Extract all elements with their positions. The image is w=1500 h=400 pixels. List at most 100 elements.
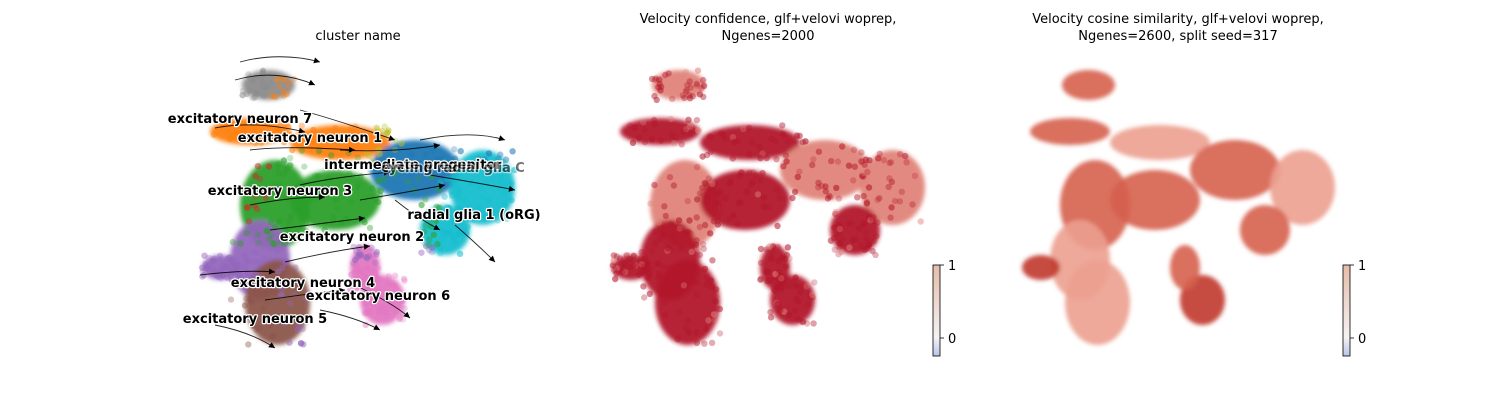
cluster-point bbox=[260, 305, 267, 312]
cluster-point bbox=[205, 262, 212, 269]
cluster-point bbox=[353, 248, 360, 255]
confidence-point bbox=[653, 238, 660, 245]
cluster-point bbox=[254, 231, 262, 238]
confidence-point bbox=[718, 130, 725, 137]
cluster-point bbox=[252, 193, 259, 200]
cluster-point bbox=[346, 170, 353, 178]
cluster-point bbox=[461, 211, 469, 218]
confidence-point bbox=[760, 194, 768, 201]
cluster-point bbox=[236, 272, 243, 279]
confidence-point bbox=[793, 295, 800, 303]
confidence-point bbox=[666, 174, 674, 181]
confidence-point bbox=[785, 311, 793, 318]
cluster-point bbox=[300, 210, 308, 217]
confidence-point bbox=[769, 249, 776, 256]
confidence-point bbox=[737, 199, 744, 206]
cluster-point bbox=[457, 148, 464, 155]
confidence-density bbox=[655, 260, 720, 345]
cluster-point bbox=[355, 278, 363, 285]
cluster-point bbox=[268, 333, 275, 340]
confidence-point bbox=[862, 156, 870, 163]
confidence-point bbox=[629, 262, 637, 269]
confidence-point bbox=[828, 157, 835, 165]
confidence-point bbox=[835, 230, 843, 237]
confidence-point bbox=[670, 139, 678, 147]
confidence-point bbox=[709, 282, 716, 290]
confidence-point bbox=[856, 225, 863, 232]
confidence-point bbox=[757, 245, 765, 253]
cluster-point bbox=[265, 117, 272, 124]
confidence-point bbox=[655, 270, 663, 277]
panel3-colorbar-tick-1: 1 bbox=[1358, 259, 1366, 274]
cluster-point bbox=[217, 274, 224, 281]
confidence-point bbox=[701, 221, 709, 229]
cluster-point bbox=[283, 166, 290, 173]
cluster-point bbox=[376, 151, 383, 158]
cluster-point bbox=[423, 169, 431, 176]
panel3-colorbar-bar bbox=[1342, 264, 1351, 357]
cluster-point bbox=[345, 139, 352, 146]
cluster-point bbox=[315, 172, 322, 180]
cluster-point bbox=[268, 321, 275, 328]
cluster-point bbox=[275, 160, 282, 167]
confidence-point bbox=[783, 158, 790, 165]
cluster-point bbox=[285, 219, 293, 226]
confidence-point bbox=[770, 285, 777, 293]
cluster-point bbox=[461, 214, 469, 222]
cluster-point bbox=[218, 264, 226, 271]
confidence-point bbox=[796, 168, 803, 175]
confidence-point bbox=[665, 244, 672, 252]
confidence-point bbox=[749, 139, 756, 146]
confidence-point bbox=[804, 301, 811, 308]
confidence-point bbox=[768, 255, 775, 262]
cluster-point bbox=[279, 281, 286, 288]
undefined-density bbox=[1065, 260, 1130, 345]
cluster-label-excitatory-neuron-5: excitatory neuron 5 bbox=[183, 312, 327, 327]
confidence-point bbox=[748, 181, 755, 188]
confidence-point bbox=[642, 255, 649, 262]
confidence-point bbox=[648, 136, 656, 143]
cluster-point bbox=[451, 146, 458, 153]
confidence-point bbox=[693, 329, 700, 336]
cluster-point bbox=[269, 92, 276, 100]
streamline-arrowhead bbox=[433, 224, 440, 230]
cluster-point bbox=[349, 280, 356, 288]
confidence-point bbox=[646, 290, 653, 297]
confidence-point bbox=[888, 178, 896, 186]
confidence-point bbox=[887, 214, 894, 221]
cluster-point bbox=[252, 172, 259, 180]
confidence-point bbox=[696, 251, 704, 258]
cluster-point bbox=[246, 87, 253, 94]
confidence-point bbox=[678, 141, 685, 148]
confidence-point bbox=[657, 83, 665, 91]
confidence-point bbox=[760, 203, 768, 210]
cluster-point bbox=[369, 158, 376, 165]
confidence-point bbox=[693, 86, 700, 94]
confidence-point bbox=[775, 188, 782, 195]
cluster-point bbox=[303, 295, 310, 303]
confidence-point bbox=[863, 200, 871, 207]
confidence-point bbox=[792, 282, 800, 290]
confidence-point bbox=[638, 248, 645, 256]
confidence-point bbox=[909, 201, 916, 208]
cluster-point bbox=[382, 308, 390, 316]
confidence-point bbox=[701, 340, 708, 347]
undefined-density bbox=[1110, 170, 1200, 230]
confidence-point bbox=[651, 242, 658, 249]
confidence-point bbox=[612, 275, 619, 283]
cluster-point bbox=[511, 166, 518, 174]
confidence-point bbox=[671, 134, 679, 141]
cluster-point bbox=[370, 299, 378, 306]
cluster-point bbox=[227, 296, 235, 303]
confidence-point bbox=[845, 220, 853, 227]
cluster-point bbox=[270, 240, 278, 248]
cluster-point bbox=[401, 305, 408, 312]
cluster-point bbox=[399, 297, 406, 304]
confidence-point bbox=[797, 288, 804, 296]
confidence-point bbox=[640, 283, 647, 290]
confidence-point bbox=[651, 121, 658, 128]
cluster-point bbox=[392, 168, 399, 175]
cluster-point bbox=[454, 164, 461, 172]
cluster-point bbox=[259, 133, 266, 141]
cluster-point bbox=[321, 226, 328, 234]
